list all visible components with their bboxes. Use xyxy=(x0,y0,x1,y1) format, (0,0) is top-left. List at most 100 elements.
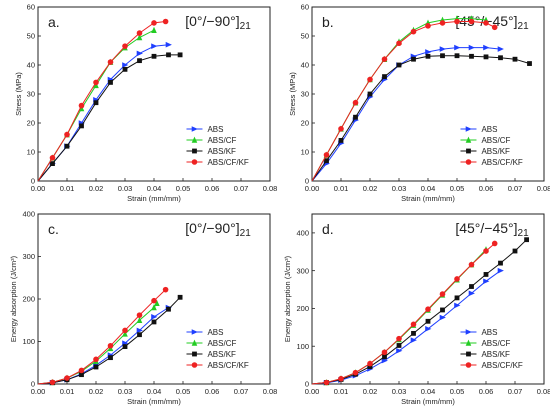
x-tick-label: 0.07 xyxy=(234,184,249,193)
x-tick-label: 0.04 xyxy=(147,387,162,396)
legend-item: ABS/KF xyxy=(186,147,236,156)
data-point xyxy=(497,267,504,274)
data-point xyxy=(440,53,445,59)
data-point xyxy=(512,56,518,62)
data-point xyxy=(93,79,99,86)
legend-label: ABS/KF xyxy=(207,147,236,156)
legend-swatch-marker xyxy=(192,148,197,154)
data-point xyxy=(468,261,475,268)
data-point xyxy=(338,126,344,132)
data-point xyxy=(382,354,387,360)
data-point xyxy=(381,349,388,356)
legend-swatch-marker xyxy=(465,126,472,132)
data-point xyxy=(483,272,489,277)
data-point xyxy=(137,58,142,64)
data-point xyxy=(411,330,416,336)
data-point xyxy=(122,66,128,72)
data-point xyxy=(410,28,417,35)
data-point xyxy=(151,53,157,59)
orientation-label: [0°/−90°]21 xyxy=(185,13,251,32)
data-point xyxy=(454,295,460,301)
legend: ABS ABS/CF ABS/KF ABS/CF/KF xyxy=(186,328,249,370)
data-point xyxy=(454,18,460,25)
x-tick-label: 0.04 xyxy=(421,184,436,193)
legend-label: ABS xyxy=(481,125,497,134)
data-point xyxy=(483,278,490,285)
data-point xyxy=(151,297,157,304)
data-point xyxy=(136,327,143,334)
legend-label: ABS/CF/KF xyxy=(207,361,248,370)
data-point xyxy=(108,355,113,361)
data-point xyxy=(108,80,113,85)
data-point xyxy=(78,102,85,109)
data-point xyxy=(64,375,70,381)
data-point xyxy=(177,294,183,300)
data-point xyxy=(49,155,56,161)
data-point xyxy=(382,74,387,79)
x-tick-label: 0.02 xyxy=(89,387,104,396)
legend-item: ABS/KF xyxy=(460,147,510,156)
data-point xyxy=(165,41,172,48)
legend: ABS ABS/CF ABS/KF ABS/CF/KF xyxy=(460,125,523,167)
series-line xyxy=(311,239,527,385)
legend-swatch-marker xyxy=(191,136,198,143)
series-abs-cf-kf xyxy=(37,18,169,182)
y-tick-label: 100 xyxy=(296,342,309,351)
data-point xyxy=(107,59,114,65)
legend-label: ABS/CF/KF xyxy=(207,158,248,167)
legend-item: ABS/CF xyxy=(460,339,510,348)
data-point xyxy=(93,356,99,363)
data-point xyxy=(50,161,55,166)
y-tick-label: 30 xyxy=(27,90,35,99)
data-point xyxy=(323,152,330,158)
y-tick-label: 300 xyxy=(22,252,35,261)
data-point xyxy=(425,49,432,55)
data-point xyxy=(454,44,461,51)
x-tick-label: 0.06 xyxy=(205,184,220,193)
x-tick-label: 0.01 xyxy=(60,387,75,396)
data-point xyxy=(381,56,388,62)
data-point xyxy=(410,337,417,343)
y-tick-label: 0 xyxy=(305,380,309,389)
x-tick-label: 0.03 xyxy=(118,184,133,193)
data-point xyxy=(122,62,129,68)
data-point xyxy=(136,30,143,36)
x-tick-label: 0.05 xyxy=(176,387,191,396)
data-point xyxy=(425,306,431,313)
y-tick-label: 0 xyxy=(31,177,35,186)
legend: ABS ABS/CF ABS/KF ABS/CF/KF xyxy=(460,328,523,370)
y-axis-label: Energy absorption (J/cm³) xyxy=(9,255,18,342)
y-tick-label: 10 xyxy=(301,148,309,157)
x-tick-label: 0.01 xyxy=(334,387,349,396)
data-point xyxy=(469,53,474,59)
data-point xyxy=(137,332,142,338)
data-point xyxy=(122,344,128,349)
y-tick-label: 40 xyxy=(301,61,309,70)
data-point xyxy=(324,158,329,164)
legend-label: ABS/CF xyxy=(207,339,236,348)
y-tick-label: 40 xyxy=(27,61,35,70)
data-point xyxy=(367,76,373,83)
legend-swatch-marker xyxy=(191,159,198,165)
x-tick-label: 0.04 xyxy=(421,387,436,396)
data-point xyxy=(439,314,446,321)
legend-label: ABS/CF xyxy=(481,339,510,348)
y-tick-label: 200 xyxy=(296,304,309,313)
data-point xyxy=(151,43,158,49)
x-axis-label: Strain (mm/mm) xyxy=(401,194,455,203)
x-tick-label: 0.08 xyxy=(263,387,278,396)
legend-swatch-marker xyxy=(465,339,472,346)
y-tick-label: 0 xyxy=(31,380,35,389)
y-tick-label: 400 xyxy=(22,210,35,219)
x-tick-label: 0.05 xyxy=(450,184,465,193)
legend-label: ABS xyxy=(207,328,223,337)
legend-item: ABS xyxy=(460,125,497,134)
data-point xyxy=(78,367,85,374)
legend-label: ABS/CF xyxy=(481,136,510,145)
series-abs-cf-kf xyxy=(311,240,498,386)
chart-panel-a: 0.00 0.01 0.02 0.03 0.04 0.05 0.06 0.07 0.08 0 10 2… xyxy=(14,3,277,203)
data-point xyxy=(410,321,417,328)
plot-frame xyxy=(311,213,545,385)
data-point xyxy=(425,326,432,332)
legend-swatch-marker xyxy=(191,126,198,132)
